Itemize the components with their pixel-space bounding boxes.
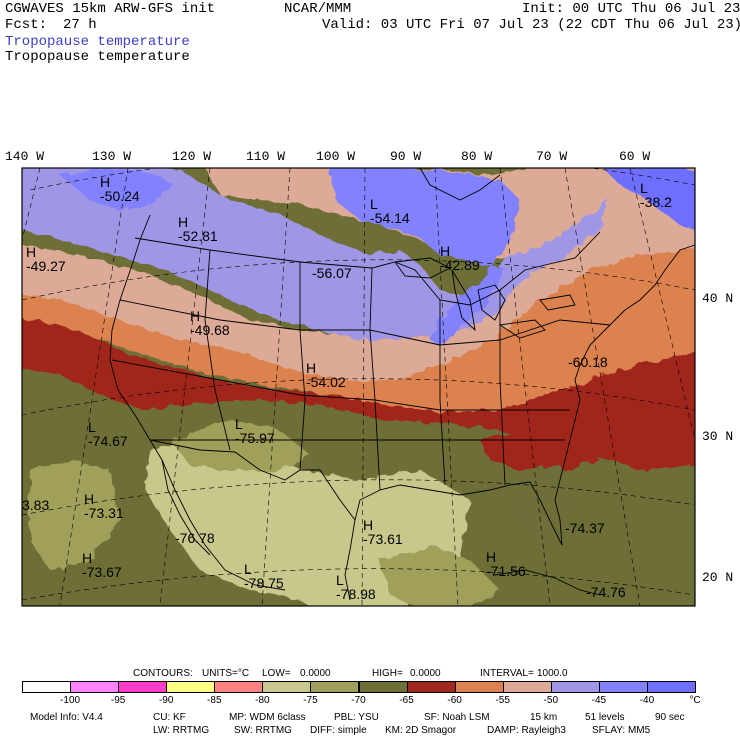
map-extrema-label: H -54.02 [306, 360, 346, 390]
lat-label: 20 N [702, 570, 734, 585]
contours-interval-label: INTERVAL= [480, 668, 534, 679]
org-label: NCAR/MMM [284, 1, 352, 17]
map-extrema-label: H -52.81 [178, 214, 218, 244]
map-extrema-label: H -73.31 [84, 491, 124, 521]
map-fill [22, 168, 695, 606]
map-extrema-label: -76.78 [175, 530, 215, 546]
map-extrema-label: -74.37 [565, 520, 605, 536]
model-info-cu: CU: KF [153, 712, 186, 723]
map-extrema-label: H -42.89 [440, 243, 480, 273]
lon-label: 90 W [390, 149, 422, 164]
model-info-sf: SF: Noah LSM [424, 712, 490, 723]
color-scale-tick: -85 [207, 695, 222, 706]
map-extrema-label: H -73.61 [363, 517, 403, 547]
lon-label: 120 W [172, 149, 212, 164]
lon-label: 60 W [619, 149, 651, 164]
boundaries [109, 168, 695, 601]
map-extrema-label: L -38.2 [640, 180, 672, 210]
color-scale-bin [70, 681, 120, 693]
model-info-damp: DAMP: Rayleigh3 [487, 725, 566, 736]
map-frame [21, 167, 696, 607]
model-info-sw: SW: RRTMG [234, 725, 292, 736]
contours-label: CONTOURS: [133, 668, 193, 679]
color-scale-bin [214, 681, 264, 693]
map-extrema-label: H -49.27 [26, 244, 66, 274]
lon-label: 70 W [536, 149, 568, 164]
map-extrema-label: H -71.56 [486, 549, 526, 579]
field-title-blue: Tropopause temperature [5, 34, 190, 50]
init-time: Init: 00 UTC Thu 06 Jul 23 [522, 1, 740, 17]
lon-label: 110 W [246, 149, 286, 164]
color-scale-bin [502, 681, 552, 693]
model-info-lw: LW: RRTMG [153, 725, 210, 736]
color-scale-bin [118, 681, 168, 693]
model-title: CGWAVES 15km ARW-GFS init [5, 1, 216, 17]
lon-label: 140 W [5, 149, 45, 164]
model-info-pbl: PBL: YSU [334, 712, 379, 723]
model-info-sflay: SFLAY: MM5 [592, 725, 651, 736]
color-scale-tick: -75 [303, 695, 318, 706]
map-extrema-label: L -78.75 [244, 561, 284, 591]
forecast-label: Fcst: [5, 17, 48, 33]
map-extrema-label: -74.76 [586, 584, 626, 600]
map-extrema-label: 3.83 [22, 497, 50, 513]
map-extrema-label: H -73.67 [82, 550, 122, 580]
model-info-levels: 51 levels [585, 712, 625, 723]
color-scale-bin [406, 681, 456, 693]
color-scale-tick: -65 [399, 695, 414, 706]
color-scale-tick: -100 [60, 695, 81, 706]
color-scale-bin [358, 681, 408, 693]
graticule [22, 168, 695, 606]
lat-label: 30 N [702, 429, 734, 444]
lon-label: 130 W [92, 149, 132, 164]
model-info-dt: 90 sec [655, 712, 685, 723]
color-scale-bin [550, 681, 600, 693]
contours-units: UNITS=°C [202, 668, 250, 679]
color-scale-tick: -55 [495, 695, 510, 706]
color-scale-tick: -50 [543, 695, 559, 706]
color-scale-bin [646, 681, 696, 693]
model-info-km: KM: 2D Smagor [385, 725, 457, 736]
color-scale-tick: -95 [110, 695, 126, 706]
map-extrema-label: L -54.14 [370, 196, 410, 226]
lon-label: 100 W [316, 149, 356, 164]
model-info-res: 15 km [530, 712, 558, 723]
map-extrema-label: L -74.67 [88, 419, 128, 449]
color-scale-bin [22, 681, 72, 693]
field-title: Tropopause temperature [5, 49, 190, 65]
color-scale-tick: °C [689, 695, 701, 706]
contours-high-label: HIGH= [372, 668, 403, 679]
color-scale-tick: -40 [639, 695, 655, 706]
map-extrema-label: L -78.98 [336, 572, 376, 602]
color-scale-bin [454, 681, 504, 693]
color-scale-tick: -90 [158, 695, 174, 706]
model-info-mp: MP: WDM 6class [229, 712, 306, 723]
color-scale-tick: -70 [351, 695, 366, 706]
color-scale-tick: -80 [255, 695, 270, 706]
color-scale-bin [262, 681, 312, 693]
forecast-value: 27 h [63, 17, 97, 33]
color-scale-bin [310, 681, 360, 693]
map-extrema-label: -56.07 [312, 265, 352, 281]
lat-label: 40 N [702, 291, 734, 306]
map-extrema-label: -60.18 [568, 354, 608, 370]
color-scale-bin [598, 681, 648, 693]
model-info: Model Info: V4.4 [30, 712, 103, 723]
lon-label: 80 W [461, 149, 493, 164]
color-scale-tick: -60 [447, 695, 462, 706]
contours-high-value: 0.0000 [410, 668, 441, 679]
color-scale-bin [166, 681, 216, 693]
map-extrema-label: H -50.24 [100, 174, 140, 204]
contours-interval-value: 1000.0 [537, 668, 568, 679]
contours-low-value: 0.0000 [300, 668, 331, 679]
map-extrema-label: L -75.97 [235, 416, 275, 446]
valid-time: Valid: 03 UTC Fri 07 Jul 23 (22 CDT Thu … [322, 17, 740, 33]
model-info-diff: DIFF: simple [310, 725, 367, 736]
map-extrema-label: H -49.68 [190, 308, 230, 338]
color-scale-tick: -45 [591, 695, 607, 706]
contours-low-label: LOW= [262, 668, 291, 679]
